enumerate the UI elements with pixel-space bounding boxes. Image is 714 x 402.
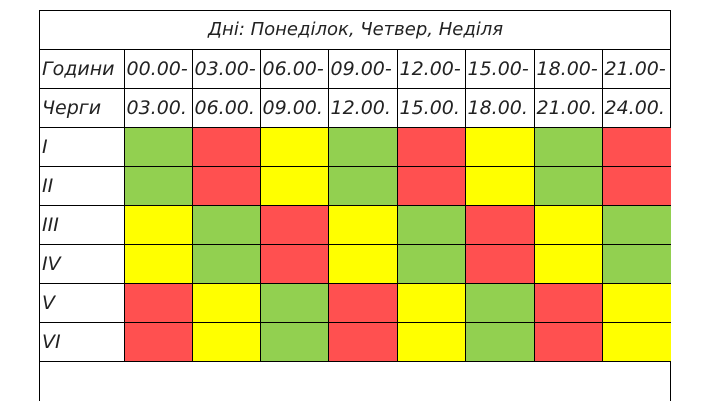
time-start-cell: 18.00-	[533, 49, 603, 89]
status-cell-green	[191, 244, 261, 284]
status-cell-red	[123, 322, 193, 362]
status-cell-yellow	[191, 283, 261, 323]
status-cell-red	[259, 244, 329, 284]
time-end-cell: 24.00.	[601, 88, 672, 128]
hours-label: Години	[40, 49, 125, 89]
time-start-cell: 00.00-	[123, 49, 193, 89]
status-cell-yellow	[533, 244, 603, 284]
status-cell-green	[533, 127, 603, 167]
time-start-cell: 12.00-	[396, 49, 466, 89]
status-cell-red	[259, 205, 329, 245]
status-cell-red	[191, 127, 261, 167]
status-cell-green	[601, 205, 672, 245]
status-cell-yellow	[601, 322, 672, 362]
status-cell-yellow	[327, 205, 398, 245]
time-start-cell: 03.00-	[191, 49, 261, 89]
shift-row: V	[40, 283, 672, 323]
status-cell-yellow	[327, 244, 398, 284]
status-cell-green	[327, 166, 398, 206]
hours-header-row: Години 00.00- 03.00- 06.00- 09.00- 12.00- 15.…	[40, 49, 672, 89]
status-cell-yellow	[464, 166, 535, 206]
time-end-cell: 03.00.	[123, 88, 193, 128]
status-cell-red	[601, 166, 672, 206]
status-cell-yellow	[123, 244, 193, 284]
status-cell-yellow	[396, 283, 466, 323]
shift-label: IV	[40, 244, 125, 284]
shifts-header-row: Черги 03.00. 06.00. 09.00. 12.00. 15.00. 18.0…	[40, 88, 672, 128]
time-start-cell: 06.00-	[259, 49, 329, 89]
status-cell-yellow	[259, 127, 329, 167]
status-cell-red	[191, 166, 261, 206]
status-cell-yellow	[464, 127, 535, 167]
time-end-cell: 21.00.	[533, 88, 603, 128]
status-cell-red	[327, 283, 398, 323]
time-end-cell: 18.00.	[464, 88, 535, 128]
status-cell-green	[464, 283, 535, 323]
status-cell-green	[464, 322, 535, 362]
outage-schedule-table: Дні: Понеділок, Четвер, Неділя Години 00…	[40, 11, 672, 362]
status-cell-red	[327, 322, 398, 362]
title-row: Дні: Понеділок, Четвер, Неділя	[40, 11, 672, 50]
status-cell-red	[396, 127, 466, 167]
status-cell-green	[259, 283, 329, 323]
schedule-sheet: Дні: Понеділок, Четвер, Неділя Години 00…	[39, 10, 672, 402]
shift-row: VI	[40, 322, 672, 362]
status-cell-yellow	[191, 322, 261, 362]
status-cell-red	[464, 205, 535, 245]
status-cell-red	[123, 283, 193, 323]
shift-row: IV	[40, 244, 672, 284]
shift-row: II	[40, 166, 672, 206]
status-cell-red	[533, 283, 603, 323]
status-cell-green	[259, 322, 329, 362]
empty-footer-area	[40, 367, 671, 402]
status-cell-green	[191, 205, 261, 245]
time-start-cell: 15.00-	[464, 49, 535, 89]
status-cell-yellow	[123, 205, 193, 245]
status-cell-yellow	[533, 205, 603, 245]
status-cell-green	[327, 127, 398, 167]
status-cell-green	[123, 127, 193, 167]
time-end-cell: 06.00.	[191, 88, 261, 128]
status-cell-green	[123, 166, 193, 206]
shift-label: VI	[40, 322, 125, 362]
time-start-cell: 09.00-	[327, 49, 398, 89]
shift-label: V	[40, 283, 125, 323]
shift-row: III	[40, 205, 672, 245]
time-end-cell: 12.00.	[327, 88, 398, 128]
status-cell-red	[396, 166, 466, 206]
shift-label: II	[40, 166, 125, 206]
time-start-cell: 21.00-	[601, 49, 672, 89]
status-cell-green	[396, 244, 466, 284]
schedule-title: Дні: Понеділок, Четвер, Неділя	[40, 11, 672, 50]
status-cell-yellow	[601, 283, 672, 323]
shift-row: I	[40, 127, 672, 167]
shifts-label: Черги	[40, 88, 125, 128]
status-cell-green	[533, 166, 603, 206]
status-cell-yellow	[259, 166, 329, 206]
status-cell-red	[533, 322, 603, 362]
status-cell-red	[601, 127, 672, 167]
shift-label: III	[40, 205, 125, 245]
status-cell-green	[601, 244, 672, 284]
shift-label: I	[40, 127, 125, 167]
status-cell-green	[396, 205, 466, 245]
time-end-cell: 15.00.	[396, 88, 466, 128]
time-end-cell: 09.00.	[259, 88, 329, 128]
status-cell-yellow	[396, 322, 466, 362]
status-cell-red	[464, 244, 535, 284]
